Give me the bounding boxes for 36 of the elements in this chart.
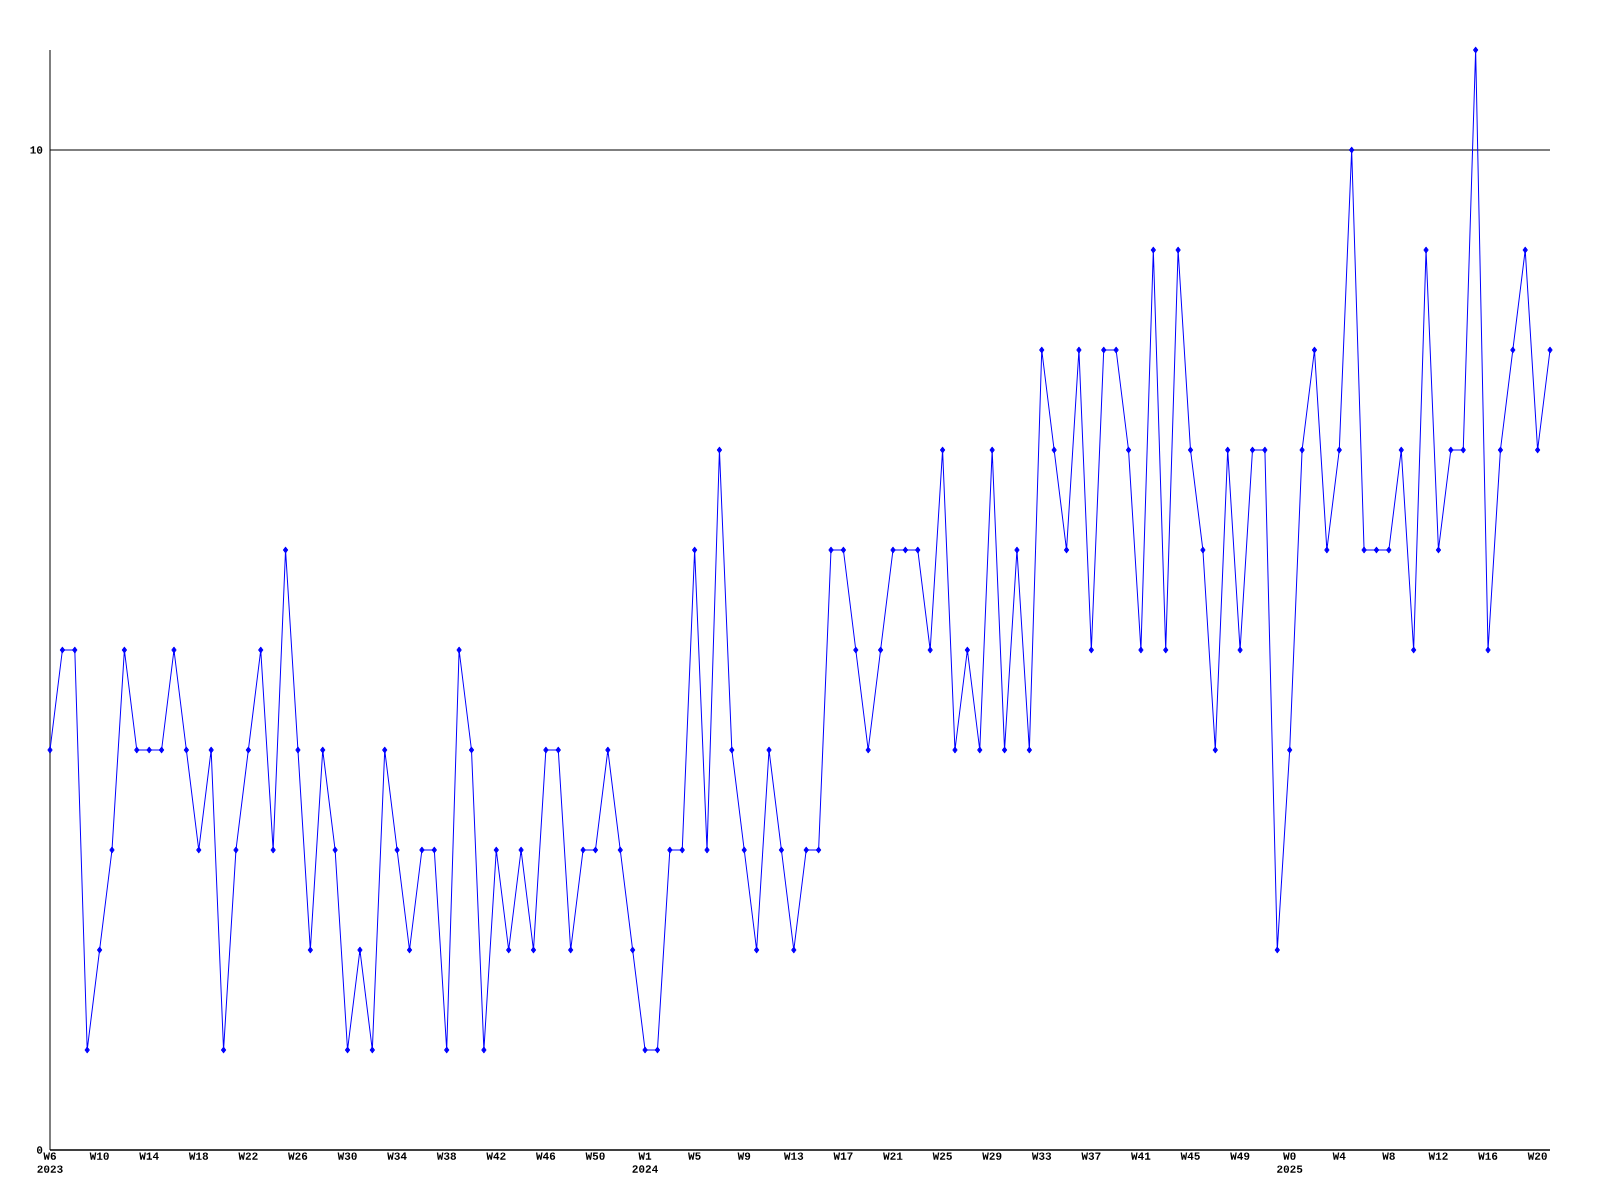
x-tick-label: W1	[638, 1152, 652, 1160]
x-tick-label: W26	[288, 1152, 308, 1160]
text: 2024	[632, 1165, 658, 1173]
x-tick-label: W34	[387, 1152, 407, 1160]
x-tick-label: W21	[883, 1152, 903, 1160]
y-tick-label: 10	[30, 146, 43, 154]
x-tick-label: W41	[1131, 1152, 1151, 1160]
x-tick-label: W45	[1180, 1152, 1200, 1160]
x-tick-label: W20	[1527, 1152, 1547, 1160]
x-tick-label: W16	[1478, 1152, 1498, 1160]
x-tick-label: W5	[688, 1152, 701, 1160]
x-tick-label: W38	[436, 1152, 457, 1160]
x-tick-label: W10	[89, 1152, 109, 1160]
x-tick-label: W25	[932, 1152, 952, 1160]
text: 2025	[1277, 1165, 1303, 1173]
x-tick-label: W49	[1230, 1152, 1250, 1160]
x-tick-label: W9	[737, 1152, 751, 1160]
x-tick-label: W0	[1283, 1152, 1296, 1160]
x-tick-label: W22	[238, 1152, 258, 1160]
x-tick-label: W18	[188, 1152, 209, 1160]
x-tick-label: W33	[1031, 1152, 1052, 1160]
x-tick-label: W17	[833, 1152, 853, 1160]
x-tick-label: W42	[486, 1152, 506, 1160]
x-tick-label: W14	[139, 1152, 159, 1160]
x-tick-label: W46	[535, 1152, 556, 1160]
x-tick-label: W13	[783, 1152, 804, 1160]
x-tick-label: W30	[337, 1152, 357, 1160]
y-tick-label: 0	[36, 1146, 43, 1154]
x-tick-label: W50	[585, 1152, 605, 1160]
x-tick-label: W8	[1382, 1152, 1395, 1160]
x-tick-label: W6	[43, 1152, 56, 1160]
x-tick-label: W4	[1332, 1152, 1346, 1160]
x-tick-label: W12	[1428, 1152, 1448, 1160]
x-tick-label: W37	[1081, 1152, 1101, 1160]
x-tick-label: W29	[982, 1152, 1002, 1160]
text: 2023	[37, 1165, 63, 1173]
